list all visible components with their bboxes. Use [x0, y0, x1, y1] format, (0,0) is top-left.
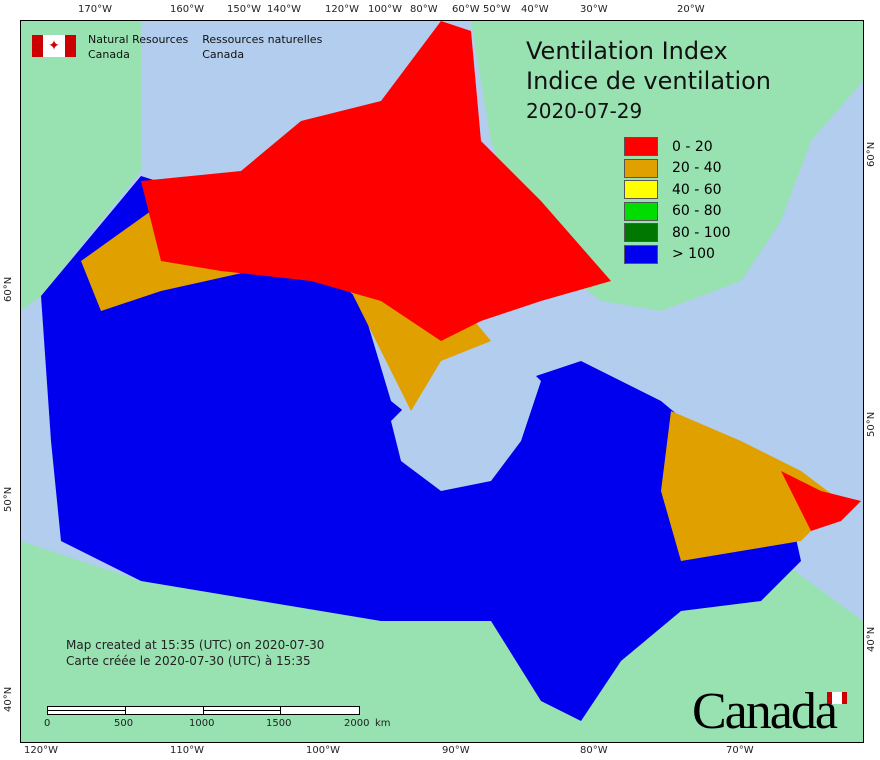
- legend-swatch: [624, 137, 658, 157]
- legend-swatch: [624, 223, 658, 243]
- labrador-bands: [661, 411, 841, 561]
- top-tick: 120°W: [325, 4, 359, 15]
- created-fr: Carte créée le 2020-07-30 (UTC) à 15:35: [66, 654, 311, 668]
- agency-en-2: Canada: [88, 48, 130, 61]
- scale-label: 0: [44, 718, 51, 729]
- legend-swatch: [624, 201, 658, 221]
- right-tick: 40°N: [866, 626, 877, 652]
- canada-flag-icon: ✦: [32, 35, 76, 57]
- legend-label: 80 - 100: [672, 224, 731, 241]
- scale-unit: km: [375, 718, 391, 729]
- top-tick: 100°W: [368, 4, 402, 15]
- bottom-tick: 110°W: [170, 745, 204, 756]
- legend-swatch: [624, 180, 658, 200]
- right-tick: 60°N: [866, 141, 877, 167]
- top-tick: 30°W: [580, 4, 608, 15]
- legend-item: 80 - 100: [624, 222, 731, 244]
- scale-label: 1500: [266, 718, 292, 729]
- top-tick: 20°W: [677, 4, 705, 15]
- agency-en: Natural Resources: [88, 33, 189, 46]
- legend: 0 - 20 20 - 40 40 - 60 60 - 80 80 - 100 …: [624, 136, 731, 265]
- top-tick: 40°W: [521, 4, 549, 15]
- legend-swatch: [624, 158, 658, 178]
- bottom-tick: 80°W: [580, 745, 608, 756]
- left-tick: 60°N: [3, 276, 14, 302]
- legend-label: 0 - 20: [672, 138, 713, 155]
- left-tick: 40°N: [3, 686, 14, 712]
- legend-label: 20 - 40: [672, 160, 722, 177]
- top-tick: 50°W: [483, 4, 511, 15]
- left-tick: 50°N: [3, 486, 14, 512]
- creation-note: Map created at 15:35 (UTC) on 2020-07-30…: [66, 637, 324, 669]
- arctic-red: [141, 21, 611, 341]
- alaska-land: [21, 21, 141, 311]
- legend-label: 60 - 80: [672, 203, 722, 220]
- newfoundland-red: [781, 471, 861, 531]
- scale-label: 500: [114, 718, 134, 729]
- legend-item: 0 - 20: [624, 136, 731, 158]
- legend-label: > 100: [672, 246, 715, 263]
- legend-item: > 100: [624, 244, 731, 266]
- title-en: Ventilation Index: [526, 37, 728, 65]
- scale-label: 2000: [344, 718, 370, 729]
- legend-item: 20 - 40: [624, 158, 731, 180]
- wordmark-flag-icon: [827, 692, 847, 704]
- legend-item: 60 - 80: [624, 201, 731, 223]
- top-tick: 60°W: [452, 4, 480, 15]
- map-title: Ventilation Index Indice de ventilation …: [526, 36, 771, 126]
- right-tick: 50°N: [866, 411, 877, 437]
- map-frame: [20, 20, 864, 743]
- legend-label: 40 - 60: [672, 181, 722, 198]
- legend-swatch: [624, 244, 658, 264]
- legend-item: 40 - 60: [624, 179, 731, 201]
- nrcan-signature: ✦ Natural Resources Canada Ressources nat…: [32, 32, 322, 62]
- bottom-tick: 70°W: [726, 745, 754, 756]
- us-land: [21, 541, 863, 742]
- scale-label: 1000: [189, 718, 215, 729]
- top-tick: 150°W: [227, 4, 261, 15]
- top-tick: 170°W: [78, 4, 112, 15]
- top-tick: 140°W: [267, 4, 301, 15]
- scale-bar: [47, 706, 360, 715]
- agency-fr: Ressources naturelles: [202, 33, 323, 46]
- hudson-bay: [391, 361, 541, 491]
- title-date: 2020-07-29: [526, 99, 643, 123]
- agency-fr-2: Canada: [202, 48, 245, 61]
- canada-wordmark: Canada: [692, 683, 838, 740]
- created-en: Map created at 15:35 (UTC) on 2020-07-30: [66, 638, 325, 652]
- top-tick: 160°W: [170, 4, 204, 15]
- map-canvas: [21, 21, 863, 742]
- bottom-tick: 100°W: [306, 745, 340, 756]
- top-tick: 80°W: [410, 4, 438, 15]
- bottom-tick: 90°W: [442, 745, 470, 756]
- title-fr: Indice de ventilation: [526, 67, 772, 95]
- bottom-tick: 120°W: [24, 745, 58, 756]
